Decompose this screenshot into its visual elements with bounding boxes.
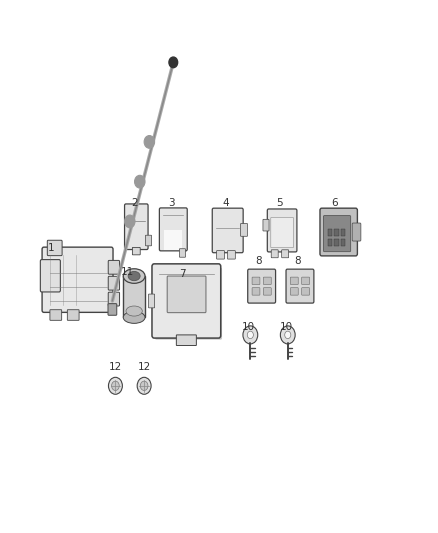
Text: 3: 3 [168, 198, 174, 208]
FancyBboxPatch shape [155, 268, 222, 340]
FancyBboxPatch shape [320, 208, 357, 256]
FancyBboxPatch shape [334, 229, 339, 236]
Circle shape [140, 381, 148, 391]
FancyBboxPatch shape [290, 277, 298, 285]
FancyBboxPatch shape [227, 251, 235, 259]
Circle shape [124, 215, 135, 228]
Text: 8: 8 [255, 256, 261, 266]
Circle shape [144, 135, 155, 148]
Circle shape [134, 175, 145, 188]
FancyBboxPatch shape [352, 223, 361, 241]
FancyBboxPatch shape [212, 208, 243, 253]
FancyBboxPatch shape [328, 239, 332, 246]
Circle shape [109, 377, 122, 394]
Circle shape [137, 377, 151, 394]
Text: 8: 8 [294, 256, 300, 266]
FancyBboxPatch shape [271, 250, 278, 258]
FancyBboxPatch shape [152, 264, 221, 338]
Text: 12: 12 [138, 362, 151, 372]
Circle shape [285, 331, 291, 338]
Circle shape [169, 57, 178, 68]
FancyBboxPatch shape [42, 247, 113, 312]
FancyBboxPatch shape [263, 219, 269, 231]
FancyBboxPatch shape [271, 217, 293, 248]
Circle shape [243, 326, 258, 344]
FancyBboxPatch shape [180, 249, 185, 257]
FancyBboxPatch shape [341, 239, 345, 246]
Text: 11: 11 [121, 267, 134, 277]
Ellipse shape [123, 269, 145, 284]
FancyBboxPatch shape [302, 288, 310, 295]
FancyBboxPatch shape [108, 276, 120, 290]
Text: 12: 12 [109, 362, 122, 372]
FancyBboxPatch shape [47, 240, 62, 256]
FancyBboxPatch shape [286, 269, 314, 303]
FancyBboxPatch shape [124, 204, 148, 249]
FancyBboxPatch shape [108, 261, 120, 274]
Text: 5: 5 [277, 198, 283, 208]
FancyBboxPatch shape [323, 216, 351, 252]
FancyBboxPatch shape [148, 294, 155, 308]
FancyBboxPatch shape [252, 277, 260, 285]
Ellipse shape [126, 306, 142, 316]
FancyBboxPatch shape [159, 208, 187, 251]
Ellipse shape [128, 271, 140, 281]
FancyBboxPatch shape [167, 276, 206, 313]
FancyBboxPatch shape [108, 304, 117, 316]
Circle shape [112, 381, 119, 391]
FancyBboxPatch shape [145, 235, 152, 246]
FancyBboxPatch shape [302, 277, 310, 285]
FancyBboxPatch shape [40, 260, 60, 292]
FancyBboxPatch shape [240, 223, 247, 236]
FancyBboxPatch shape [164, 230, 183, 251]
Text: 7: 7 [179, 270, 185, 279]
Text: 6: 6 [331, 198, 338, 208]
FancyBboxPatch shape [290, 288, 298, 295]
Text: 1: 1 [48, 243, 55, 253]
FancyBboxPatch shape [177, 335, 196, 345]
Text: 2: 2 [131, 198, 138, 208]
FancyBboxPatch shape [248, 269, 276, 303]
FancyBboxPatch shape [267, 209, 297, 252]
Text: 4: 4 [222, 198, 229, 208]
Text: 10: 10 [242, 322, 255, 333]
FancyBboxPatch shape [252, 288, 260, 295]
Circle shape [280, 326, 295, 344]
FancyBboxPatch shape [263, 288, 271, 295]
FancyBboxPatch shape [334, 239, 339, 246]
FancyBboxPatch shape [341, 229, 345, 236]
Ellipse shape [123, 311, 145, 324]
FancyBboxPatch shape [263, 277, 271, 285]
FancyBboxPatch shape [123, 276, 145, 317]
FancyBboxPatch shape [217, 251, 224, 259]
Circle shape [247, 331, 253, 338]
FancyBboxPatch shape [328, 229, 332, 236]
FancyBboxPatch shape [282, 250, 289, 258]
FancyBboxPatch shape [50, 310, 62, 320]
FancyBboxPatch shape [132, 247, 140, 255]
Text: 10: 10 [280, 322, 293, 333]
FancyBboxPatch shape [67, 310, 79, 320]
FancyBboxPatch shape [108, 292, 120, 306]
